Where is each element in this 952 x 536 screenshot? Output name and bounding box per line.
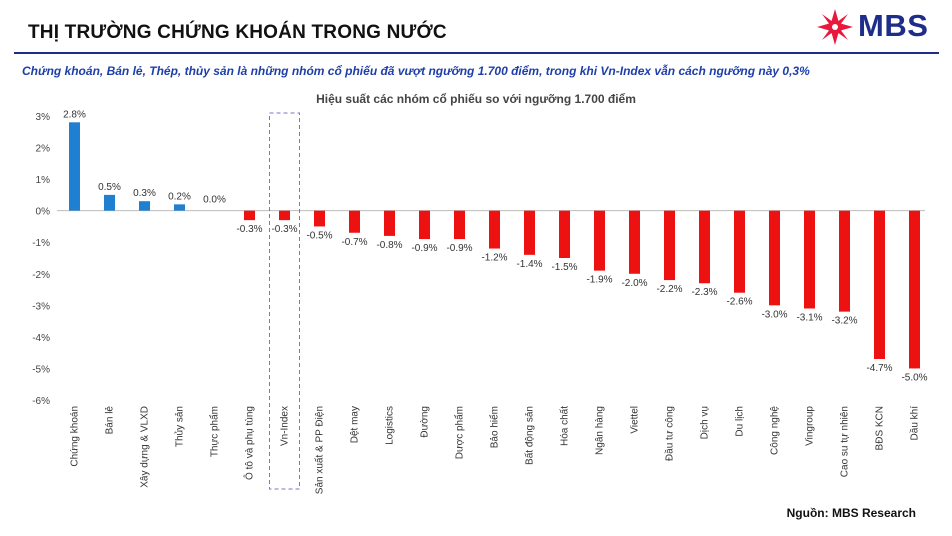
bar (174, 204, 185, 211)
data-label: -0.5% (306, 230, 332, 241)
bar (699, 210, 710, 284)
data-label: -2.0% (621, 278, 647, 289)
category-label: Dầu khí (909, 406, 921, 441)
category-label: Dược phẩm (454, 406, 466, 459)
category-label: Xây dựng & VLXD (140, 406, 151, 488)
category-label: Viettel (630, 406, 641, 434)
y-tick-label: 3% (36, 112, 51, 123)
y-tick-label: -5% (32, 364, 50, 375)
y-tick-label: -2% (32, 270, 50, 281)
data-label: 0.3% (133, 188, 156, 199)
data-label: -3.2% (831, 316, 857, 327)
category-label: Sản xuất & PP Điện (314, 406, 326, 494)
y-tick-label: 1% (36, 175, 51, 186)
data-label: -0.3% (236, 224, 262, 235)
data-label: -4.7% (866, 363, 892, 374)
data-label: 0.2% (168, 191, 191, 202)
data-label: -3.1% (796, 312, 822, 323)
bar (69, 122, 80, 211)
category-label: Thủy sản (174, 406, 186, 447)
data-label: -5.0% (901, 372, 927, 383)
category-label: Đầu tư công (664, 406, 676, 461)
y-tick-label: -6% (32, 396, 50, 407)
category-label: Bán lẻ (105, 406, 116, 435)
bar (104, 194, 115, 211)
bar (419, 210, 430, 240)
data-label: -2.2% (656, 284, 682, 295)
data-label: -0.9% (446, 243, 472, 254)
category-label: Bất động sản (524, 406, 536, 465)
bar (454, 210, 465, 240)
bar (629, 210, 640, 274)
category-label: Dịch vụ (700, 406, 711, 439)
page-title: THỊ TRƯỜNG CHỨNG KHOÁN TRONG NƯỚC (28, 22, 447, 43)
y-tick-label: -4% (32, 333, 50, 344)
bar (244, 210, 255, 221)
category-label: Thực phẩm (209, 406, 221, 457)
bar (909, 210, 920, 369)
y-tick-label: -3% (32, 301, 50, 312)
category-label: Vingroup (805, 406, 816, 446)
bar (839, 210, 850, 312)
category-label: Ô tô và phụ tùng (243, 406, 256, 480)
data-label: -0.7% (341, 237, 367, 248)
chart-title: Hiệu suất các nhóm cổ phiếu so với ngưỡn… (316, 92, 636, 106)
data-label: -1.2% (481, 253, 507, 264)
mbs-star-logo-icon (817, 9, 853, 45)
source-note: Nguồn: MBS Research (786, 506, 916, 520)
bar (594, 210, 605, 271)
bar (524, 210, 535, 255)
category-label: Du lịch (735, 406, 746, 437)
bar (734, 210, 745, 293)
bar (384, 210, 395, 236)
bar (349, 210, 360, 233)
data-label: -1.9% (586, 275, 612, 286)
bar (804, 210, 815, 309)
bar (559, 210, 570, 258)
data-label: -0.3% (271, 224, 297, 235)
chart-subtitle: Chứng khoán, Bán lẻ, Thép, thủy sản là n… (22, 64, 810, 78)
bar (769, 210, 780, 306)
category-label: Hóa chất (559, 406, 571, 446)
data-label: -0.9% (411, 243, 437, 254)
title-divider (14, 52, 939, 54)
data-label: 0.5% (98, 182, 121, 193)
bar (139, 201, 150, 211)
bar (279, 210, 290, 221)
category-label: Vn-Index (280, 406, 291, 446)
data-label: -3.0% (761, 309, 787, 320)
category-label: Logistics (385, 406, 396, 445)
bar (874, 210, 885, 359)
y-tick-label: -1% (32, 238, 50, 249)
bar (314, 210, 325, 227)
bar (489, 210, 500, 249)
data-label: -2.3% (691, 287, 717, 298)
category-label: BĐS KCN (875, 406, 886, 450)
data-label: 0.0% (203, 195, 226, 206)
brand-logo-text: MBS (858, 8, 929, 43)
data-label: -2.6% (726, 297, 752, 308)
y-tick-label: 2% (36, 144, 51, 155)
category-label: Bảo hiểm (489, 406, 501, 448)
y-tick-label: 0% (36, 207, 51, 218)
bar (664, 210, 675, 281)
data-label: -1.5% (551, 262, 577, 273)
highlight-box (269, 112, 300, 490)
data-label: -1.4% (516, 259, 542, 270)
data-label: -0.8% (376, 240, 402, 251)
category-label: Cao su tự nhiên (840, 406, 851, 477)
category-label: Chứng khoán (70, 406, 81, 467)
data-label: 2.8% (63, 109, 86, 120)
category-label: Dệt may (350, 406, 361, 443)
category-label: Công nghệ (770, 406, 781, 455)
category-label: Ngân hàng (595, 406, 606, 455)
category-label: Đường (420, 406, 431, 438)
